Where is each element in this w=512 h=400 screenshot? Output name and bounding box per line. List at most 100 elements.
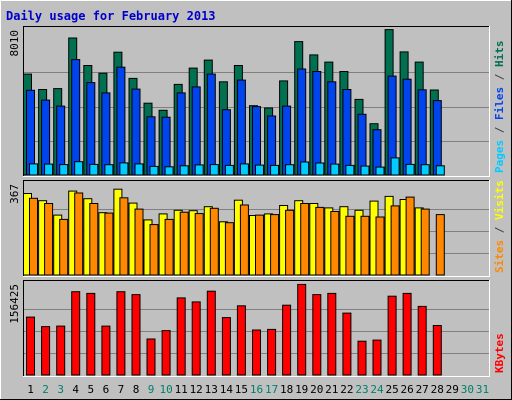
bar-sites-day-15 [239, 204, 249, 276]
bar-pages-day-9 [149, 165, 159, 176]
day-label-3: 3 [57, 383, 64, 396]
bar-kbytes-day-16 [252, 329, 261, 376]
bar-files-day-13 [206, 73, 216, 176]
day-label-17: 17 [265, 383, 278, 396]
bar-pages-day-2 [44, 163, 54, 176]
bar-pages-day-21 [330, 163, 340, 176]
bar-sites-day-8 [134, 208, 144, 276]
bar-pages-day-17 [270, 164, 280, 176]
bar-files-day-26 [402, 78, 412, 176]
bar-pages-day-15 [239, 163, 249, 176]
bar-sites-day-24 [375, 216, 385, 276]
bar-files-day-22 [342, 89, 352, 176]
bar-kbytes-day-15 [236, 305, 246, 376]
bar-files-day-1 [26, 89, 35, 176]
bar-files-day-7 [116, 66, 126, 176]
bar-kbytes-day-26 [402, 292, 412, 376]
bar-sites-day-3 [59, 218, 69, 276]
bar-kbytes-day-28 [432, 325, 442, 376]
day-label-31: 31 [476, 383, 489, 396]
day-label-1: 1 [27, 383, 34, 396]
bar-pages-day-10 [164, 166, 174, 176]
day-label-21: 21 [325, 383, 338, 396]
bar-kbytes-day-19 [297, 283, 307, 376]
bar-pages-day-12 [194, 164, 204, 176]
hits-files-pages-panel: 8010 Pages / Files / Hits [8, 26, 506, 177]
day-label-13: 13 [205, 383, 218, 396]
bar-sites-day-7 [119, 197, 129, 276]
bar-kbytes-day-23 [357, 340, 367, 376]
bar-sites-day-16 [255, 214, 264, 276]
bar-sites-day-18 [285, 209, 295, 276]
y-max-label: 8010 [8, 30, 21, 57]
bar-pages-day-11 [179, 165, 189, 176]
series-legend-label: Pages / Files / Hits [493, 41, 506, 174]
legend-part: Files [493, 87, 506, 120]
day-label-8: 8 [133, 383, 140, 396]
legend-part: Hits [493, 41, 506, 68]
bar-sites-day-17 [270, 214, 280, 276]
bar-pages-day-26 [405, 163, 415, 176]
bar-sites-day-25 [390, 205, 400, 276]
bar-files-day-12 [191, 86, 201, 176]
bar-kbytes-day-7 [116, 291, 126, 376]
bar-pages-day-13 [209, 164, 219, 176]
bar-kbytes-day-12 [191, 301, 201, 376]
legend-part: Visits [493, 180, 506, 220]
bar-sites-day-1 [29, 197, 38, 276]
bar-kbytes-day-5 [86, 292, 96, 376]
day-label-7: 7 [118, 383, 125, 396]
bar-files-day-21 [327, 81, 337, 176]
bar-pages-day-20 [315, 162, 325, 176]
legend-part: KBytes [493, 333, 506, 373]
bar-sites-day-20 [315, 206, 325, 276]
bar-files-day-27 [417, 89, 427, 176]
bar-files-day-15 [236, 79, 246, 176]
day-label-19: 19 [295, 383, 308, 396]
bar-sites-day-27 [420, 208, 430, 276]
bar-kbytes-day-9 [146, 338, 156, 376]
series-legend-label: Sites / Visits [493, 180, 506, 273]
day-label-11: 11 [175, 383, 188, 396]
day-label-22: 22 [340, 383, 353, 396]
bar-sites-day-13 [209, 207, 219, 276]
bar-kbytes-day-4 [71, 291, 81, 376]
bar-pages-day-14 [224, 164, 234, 176]
legend-part: / [493, 120, 506, 140]
bar-pages-day-8 [134, 163, 144, 176]
y-max-label: 156425 [8, 284, 21, 324]
bar-files-day-6 [101, 92, 111, 176]
bar-kbytes-day-2 [41, 326, 51, 376]
bar-pages-day-5 [89, 163, 99, 176]
bar-files-day-8 [131, 88, 141, 176]
bar-kbytes-day-21 [327, 292, 337, 376]
bar-kbytes-day-25 [387, 295, 397, 376]
bar-sites-day-10 [164, 218, 174, 276]
x-axis-day-labels: 1 2 3 4 5 6 7 8 9 10 11 12 13 14 15 16 17 18 19 20 21 22 23 24 2… [27, 383, 489, 396]
legend-part: Pages [493, 140, 506, 173]
day-label-10: 10 [159, 383, 172, 396]
chart-panels: 8010 Pages / Files / Hits 367 Sites / Visit… [8, 26, 506, 377]
bar-kbytes-day-14 [221, 317, 231, 376]
day-label-9: 9 [148, 383, 155, 396]
bar-files-day-20 [312, 71, 322, 176]
bar-sites-day-11 [179, 211, 189, 276]
day-label-16: 16 [250, 383, 263, 396]
day-label-29: 29 [446, 383, 459, 396]
bar-kbytes-day-20 [312, 294, 322, 376]
legend-part: / [493, 220, 506, 240]
bar-kbytes-day-8 [131, 294, 141, 376]
bar-kbytes-day-24 [372, 339, 382, 376]
bar-pages-day-6 [104, 164, 114, 176]
visits-sites-panel: 367 Sites / Visits [8, 180, 506, 277]
bar-pages-day-19 [300, 161, 310, 176]
bar-pages-day-28 [435, 165, 445, 176]
bar-sites-day-26 [405, 196, 415, 276]
bar-sites-day-9 [149, 224, 159, 276]
bar-files-day-19 [297, 68, 307, 176]
bar-files-day-5 [86, 82, 96, 176]
kbytes-panel: 156425 KBytes [8, 280, 506, 377]
legend-part: / [493, 67, 506, 87]
bar-sites-day-12 [194, 213, 204, 276]
